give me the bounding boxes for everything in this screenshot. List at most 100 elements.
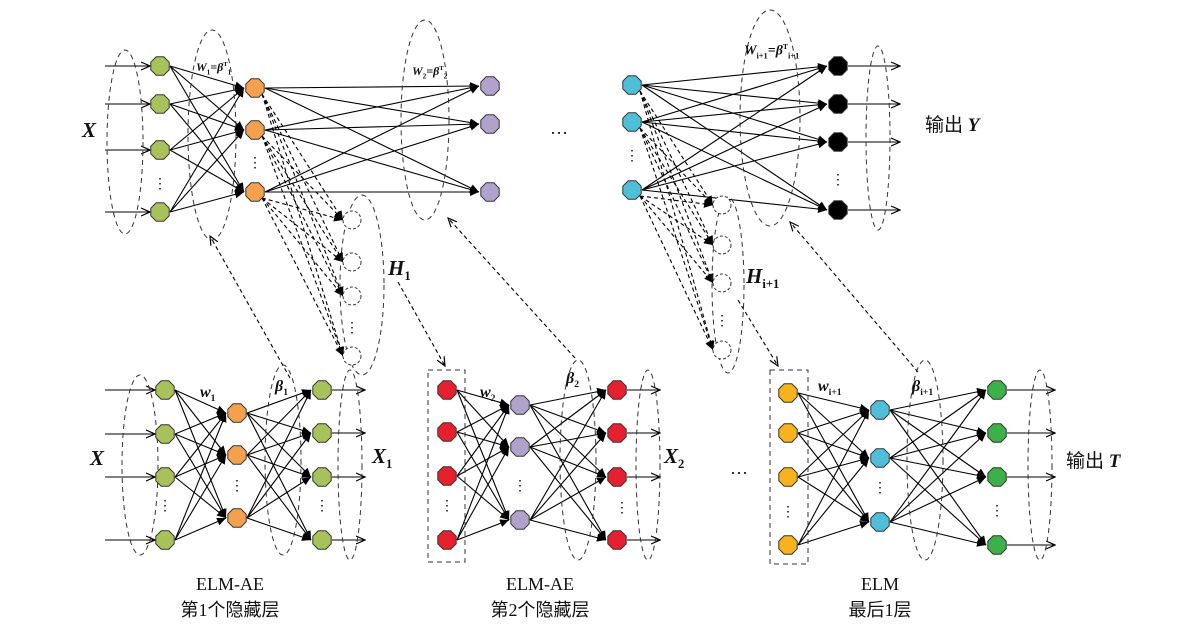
vertical-ellipsis: ⋮: [153, 176, 167, 192]
hidden-output-arrow: [261, 93, 344, 221]
w1-equals-beta1-label: W1=βT1: [196, 60, 232, 77]
weight-edge: [889, 521, 987, 547]
weight-edge: [889, 387, 987, 411]
ae2-caption-type: ELM-AE: [506, 574, 574, 594]
hidden-output-arrow: [639, 127, 714, 284]
hidden-node: [227, 508, 247, 528]
weight-edge: [174, 389, 227, 456]
h1-feature-node: [342, 286, 362, 306]
weight-edge: [246, 389, 312, 519]
weight-edge: [456, 431, 510, 449]
weight-edge: [456, 431, 510, 521]
weight-transfer-arrow: [210, 236, 291, 379]
weight-edge: [641, 100, 828, 123]
hi-label: Hi+1: [746, 264, 780, 292]
weight-edge: [889, 457, 987, 480]
weight-edge: [174, 517, 227, 541]
vertical-ellipsis: ⋮: [715, 313, 729, 329]
hidden-node-i: [622, 112, 642, 132]
hidden-output-arrow: [261, 135, 344, 297]
hidden-output-arrow: [639, 195, 714, 246]
weight-edge: [797, 392, 870, 412]
hidden-node: [245, 182, 265, 202]
h1-feature-node: [342, 346, 362, 366]
weight-edge: [264, 83, 480, 131]
weight-edge: [174, 454, 227, 541]
hi-feature-node: [712, 195, 732, 215]
w1-label: w1: [200, 384, 216, 405]
input-group-ellipse: [106, 49, 144, 235]
weight-edge: [264, 120, 480, 131]
hidden-node: [870, 448, 890, 468]
weight-edge: [456, 446, 510, 541]
vertical-ellipsis: ⋮: [440, 498, 454, 514]
hidden-output-arrow: [261, 135, 344, 357]
weight-edge: [456, 446, 510, 477]
weight-edge: [889, 409, 987, 435]
wi-ellipse: [739, 9, 801, 227]
hidden-node-i: [622, 180, 642, 200]
weight-edge: [641, 103, 828, 191]
hidden-output-arrow: [639, 195, 714, 284]
hidden-node: [227, 403, 247, 423]
weight-edge: [529, 387, 607, 406]
h1-feature-node: [342, 210, 362, 230]
weight-edge: [174, 389, 227, 414]
beta1-ellipse: [264, 364, 302, 556]
weight-edge: [889, 409, 987, 478]
h1-ellipse: [339, 194, 385, 376]
weight-edge: [889, 432, 987, 523]
ae1-caption-layer: 第1个隐藏层: [180, 600, 280, 620]
weight-edge: [246, 517, 312, 541]
hidden-output-arrow: [639, 127, 714, 246]
input-node: [155, 530, 175, 550]
input-node: [155, 467, 175, 487]
weight-edge: [169, 85, 245, 105]
w2-equals-beta2-label: W2=βT2: [412, 64, 448, 81]
hidden-node: [870, 512, 890, 532]
weight-edge: [169, 103, 245, 131]
ae2-caption-layer: 第2个隐藏层: [490, 600, 590, 620]
input-node: [437, 466, 457, 486]
weight-edge: [246, 389, 312, 456]
weight-edge: [889, 457, 987, 546]
hidden-node: [510, 395, 530, 415]
reconstructed-node: [607, 380, 627, 400]
weight-edge: [456, 389, 510, 521]
input-node: [437, 422, 457, 442]
wi-equals-betai-label: Wi+1=βTi+1: [744, 42, 800, 61]
weight-edge: [174, 454, 227, 478]
h1-label: H1: [388, 256, 411, 284]
weight-edge: [246, 412, 312, 478]
hi-feature-node: [712, 273, 732, 293]
weight-edge: [169, 65, 245, 193]
output-group-ellipse: [635, 369, 661, 561]
input-node: [778, 423, 798, 443]
input-node: [150, 202, 170, 222]
weight-edge: [246, 389, 312, 414]
reconstructed-node: [312, 423, 332, 443]
output-node: [987, 380, 1007, 400]
weight-edge: [889, 389, 987, 523]
weight-edge: [529, 446, 607, 541]
hidden-node: [227, 445, 247, 465]
hidden-output-arrow: [639, 195, 714, 208]
weight-edge: [169, 190, 245, 213]
output-group-ellipse: [865, 45, 891, 231]
weight-edge: [529, 430, 607, 448]
output-t-label: 输出 T: [1066, 451, 1121, 472]
bottom-input-label-x: X: [90, 446, 105, 470]
vertical-ellipsis: ⋮: [230, 478, 244, 494]
vertical-ellipsis: ⋮: [158, 498, 172, 514]
weight-edge: [797, 457, 870, 546]
weight-edge: [456, 404, 510, 541]
hidden-output-arrow: [639, 90, 714, 246]
ae1-caption-type: ELM-AE: [196, 574, 264, 594]
weight-edge: [174, 389, 227, 519]
hidden-node-i: [622, 75, 642, 95]
reconstructed-node: [607, 530, 627, 550]
hidden-node: [510, 510, 530, 530]
weight-edge: [641, 62, 828, 86]
hi-feature-node: [712, 235, 732, 255]
